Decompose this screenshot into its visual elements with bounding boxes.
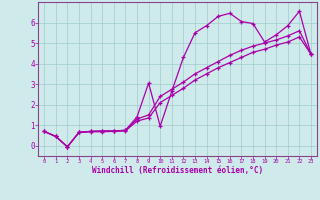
X-axis label: Windchill (Refroidissement éolien,°C): Windchill (Refroidissement éolien,°C) — [92, 166, 263, 175]
